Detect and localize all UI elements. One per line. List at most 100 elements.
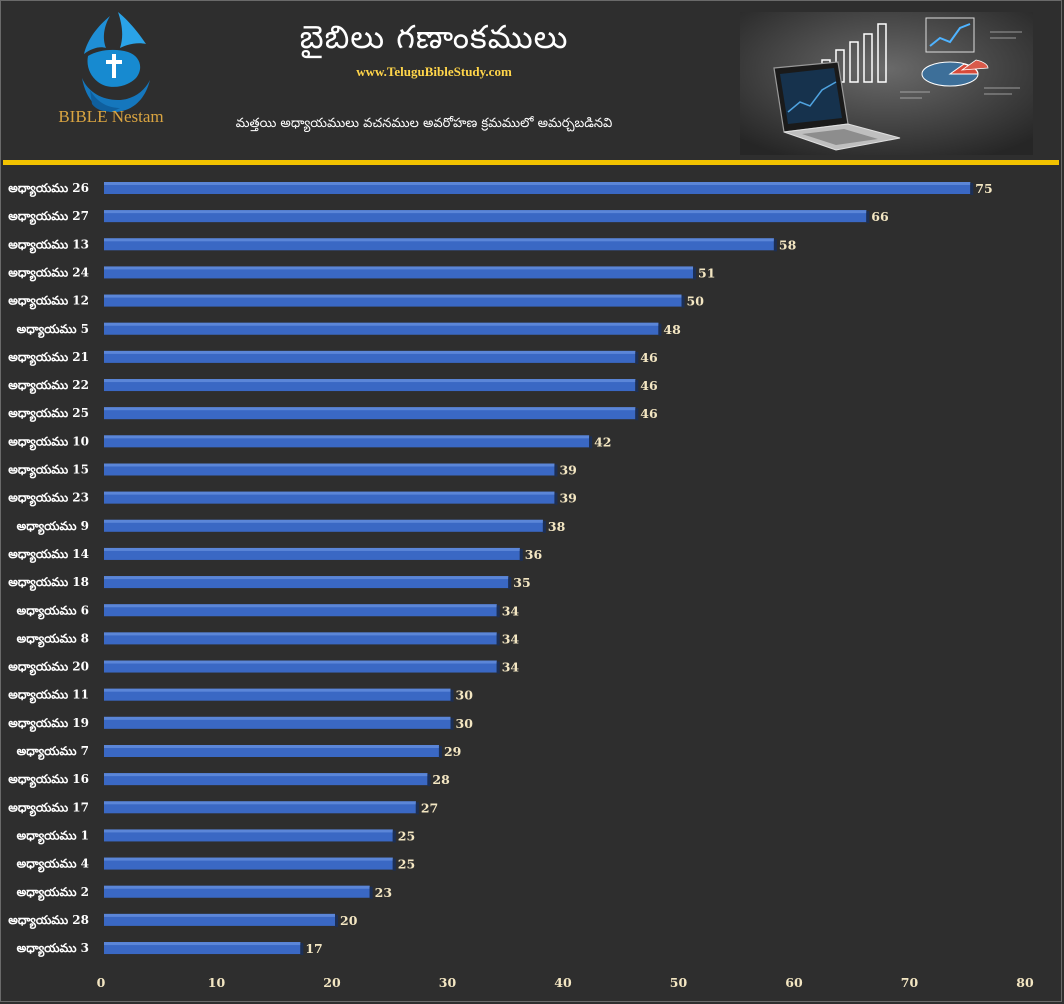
- value-label: 25: [398, 828, 415, 843]
- website-link[interactable]: www.TeluguBibleStudy.com: [356, 64, 512, 79]
- bar-shadow: [508, 577, 512, 590]
- value-label: 28: [432, 772, 450, 787]
- category-label: అధ్యాయము 3: [17, 941, 89, 957]
- bar-highlight: [104, 660, 497, 664]
- bar-highlight: [104, 857, 393, 861]
- dove-logo-icon: [82, 12, 150, 112]
- category-label: అధ్యాయము 5: [17, 322, 89, 338]
- bar-shadow: [335, 914, 338, 927]
- bar-shadow: [369, 886, 373, 899]
- bar-shadow: [438, 746, 442, 758]
- x-tick-label: 70: [901, 975, 919, 990]
- value-label: 51: [698, 265, 715, 280]
- bar-shadow: [589, 436, 593, 449]
- bar-shadow: [635, 380, 639, 393]
- category-label: అధ్యాయము 25: [8, 406, 89, 422]
- bar: [104, 407, 636, 420]
- value-label: 35: [513, 575, 530, 590]
- value-label: 48: [663, 322, 681, 337]
- bar-shadow: [693, 267, 697, 280]
- bar-highlight: [104, 407, 636, 411]
- value-label: 23: [375, 885, 392, 900]
- bar-highlight: [104, 547, 520, 551]
- header-divider: [3, 160, 1059, 165]
- value-label: 34: [502, 631, 520, 646]
- bar-shadow: [554, 464, 558, 477]
- value-label: 20: [340, 913, 358, 928]
- category-label: అధ్యాయము 7: [17, 744, 89, 760]
- value-label: 27: [421, 800, 438, 815]
- bar-highlight: [104, 350, 636, 354]
- value-label: 34: [502, 660, 520, 675]
- page-title: బైబిలు గణాంకములు: [299, 18, 569, 56]
- bar-highlight: [104, 632, 497, 636]
- category-label: అధ్యాయము 19: [8, 716, 89, 732]
- value-label: 30: [456, 688, 474, 703]
- laptop-charts-image: [740, 12, 1033, 155]
- x-tick-label: 50: [670, 975, 688, 990]
- category-label: అధ్యాయము 17: [8, 800, 89, 816]
- bar-highlight: [104, 519, 543, 523]
- category-label: అధ్యాయము 15: [8, 463, 89, 479]
- bar-highlight: [104, 716, 451, 720]
- bar-highlight: [104, 210, 867, 214]
- x-tick-label: 10: [208, 975, 226, 990]
- value-label: 38: [548, 519, 566, 534]
- category-label: అధ్యాయము 18: [8, 575, 89, 591]
- bar-shadow: [392, 830, 396, 843]
- x-tick-label: 0: [97, 975, 106, 990]
- bar-highlight: [104, 294, 682, 298]
- bar-shadow: [427, 774, 431, 787]
- bar-shadow: [542, 520, 546, 533]
- value-label: 36: [525, 547, 543, 562]
- value-label: 30: [456, 716, 474, 731]
- bar-highlight: [104, 688, 451, 692]
- bar-shadow: [866, 211, 870, 224]
- category-label: అధ్యాయము 24: [8, 265, 89, 281]
- bar-shadow: [635, 351, 639, 364]
- category-label: అధ్యాయము 10: [8, 434, 89, 450]
- bar-shadow: [496, 633, 500, 646]
- horizontal-bar-chart: అధ్యాయము 26 అధ్యాయము 27 అధ్యాయము 13 అధ్యాయమ…: [8, 181, 1034, 990]
- bar-shadow: [450, 717, 454, 730]
- bar-shadow: [681, 295, 685, 308]
- x-tick-label: 30: [439, 975, 457, 990]
- bar-shadow: [635, 408, 639, 421]
- bar-highlight: [104, 435, 590, 439]
- bar-shadow: [392, 858, 396, 871]
- category-label: అధ్యాయము 23: [8, 491, 89, 507]
- x-tick-label: 20: [323, 975, 341, 990]
- value-label: 34: [502, 603, 520, 618]
- bar-shadow: [496, 605, 500, 618]
- category-label: అధ్యాయము 16: [8, 772, 89, 788]
- bar-highlight: [104, 801, 416, 805]
- bar-highlight: [104, 745, 439, 748]
- value-label: 29: [444, 744, 461, 759]
- category-label: అధ్యాయము 2: [17, 885, 89, 901]
- bar: [104, 266, 694, 279]
- bar-highlight: [104, 266, 694, 270]
- bar-highlight: [104, 913, 335, 917]
- bar-highlight: [104, 885, 370, 889]
- bar-highlight: [104, 182, 971, 185]
- value-label: 46: [640, 406, 658, 421]
- logo-text: BIBLE Nestam: [58, 107, 164, 126]
- category-label: అధ్యాయము 27: [8, 209, 89, 225]
- bar-shadow: [496, 661, 500, 674]
- category-label: అధ్యాయము 20: [8, 660, 89, 676]
- bar-shadow: [300, 943, 304, 956]
- x-tick-label: 80: [1016, 975, 1034, 990]
- bar-highlight: [104, 829, 393, 833]
- value-label: 17: [305, 941, 322, 956]
- value-label: 46: [640, 350, 658, 365]
- category-label: అధ్యాయము 9: [17, 519, 89, 535]
- bar-highlight: [104, 942, 301, 946]
- category-label: అధ్యాయము 26: [8, 181, 89, 197]
- value-label: 50: [687, 294, 705, 309]
- bar: [104, 632, 497, 645]
- value-label: 75: [975, 181, 992, 196]
- value-label: 25: [398, 857, 415, 872]
- category-label: అధ్యాయము 12: [8, 294, 89, 310]
- value-label: 46: [640, 378, 658, 393]
